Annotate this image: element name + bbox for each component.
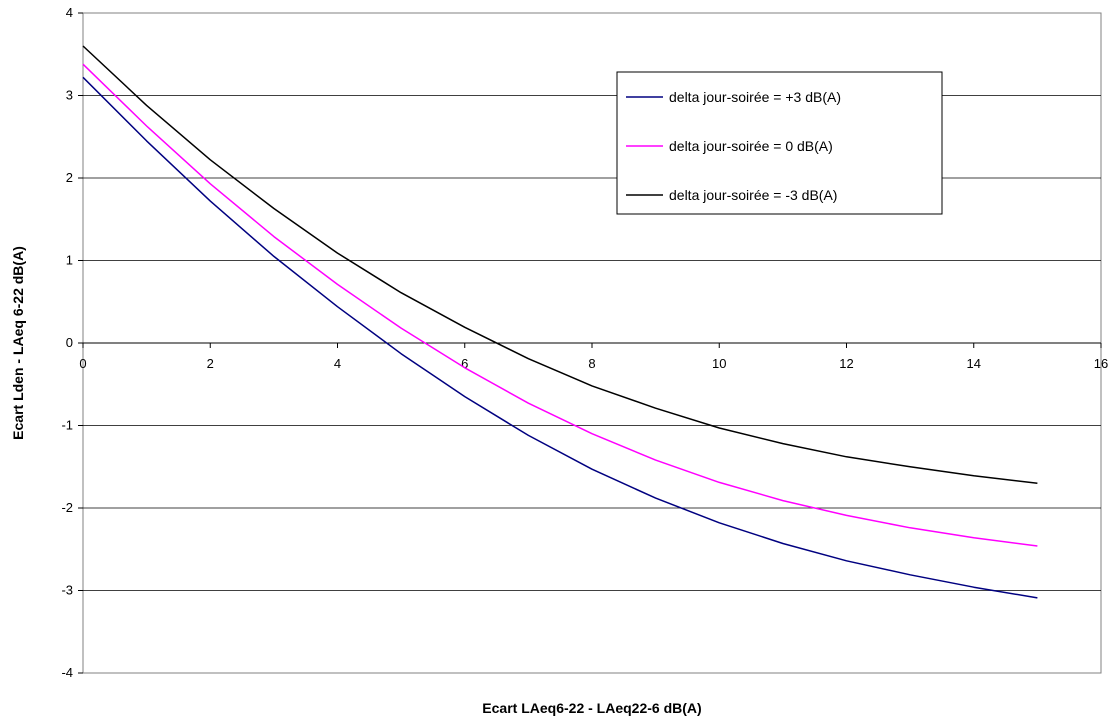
legend: delta jour-soirée = +3 dB(A) delta jour-… bbox=[616, 71, 943, 215]
legend-label-plus3: delta jour-soirée = +3 dB(A) bbox=[669, 89, 841, 105]
y-tick-labels: 4 3 2 1 0 -1 -2 -3 -4 bbox=[61, 5, 73, 680]
y-tick-label: -2 bbox=[61, 500, 73, 515]
x-axis-title: Ecart LAeq6-22 - LAeq22-6 dB(A) bbox=[482, 700, 701, 716]
y-tick-label: -3 bbox=[61, 583, 73, 598]
y-tick-label: 0 bbox=[66, 335, 73, 350]
series-line-1 bbox=[82, 63, 1038, 547]
x-tick-label: 10 bbox=[712, 356, 726, 371]
legend-box bbox=[616, 71, 943, 215]
y-tick-label: 4 bbox=[66, 5, 73, 20]
legend-label-zero: delta jour-soirée = 0 dB(A) bbox=[669, 138, 833, 154]
series-lines bbox=[82, 45, 1038, 599]
x-tick-label: 14 bbox=[967, 356, 981, 371]
x-tick-label: 6 bbox=[461, 356, 468, 371]
x-tick-label: 16 bbox=[1094, 356, 1108, 371]
y-tick-label: 3 bbox=[66, 88, 73, 103]
legend-label-minus3: delta jour-soirée = -3 dB(A) bbox=[669, 187, 837, 203]
x-tick-labels: 0 2 4 6 8 10 12 14 16 bbox=[79, 356, 1108, 371]
x-tick-label: 2 bbox=[207, 356, 214, 371]
x-tick-label: 4 bbox=[334, 356, 341, 371]
x-tick-label: 8 bbox=[588, 356, 595, 371]
y-axis-title: Ecart Lden - LAeq 6-22 dB(A) bbox=[10, 246, 26, 440]
y-tick-label: -1 bbox=[61, 418, 73, 433]
y-tick-label: 2 bbox=[66, 170, 73, 185]
x-tick-label: 12 bbox=[839, 356, 853, 371]
x-tick-label: 0 bbox=[79, 356, 86, 371]
y-tick-label: -4 bbox=[61, 665, 73, 680]
series-line-0 bbox=[82, 76, 1038, 599]
series-line-2 bbox=[82, 45, 1038, 485]
y-tick-label: 1 bbox=[66, 253, 73, 268]
